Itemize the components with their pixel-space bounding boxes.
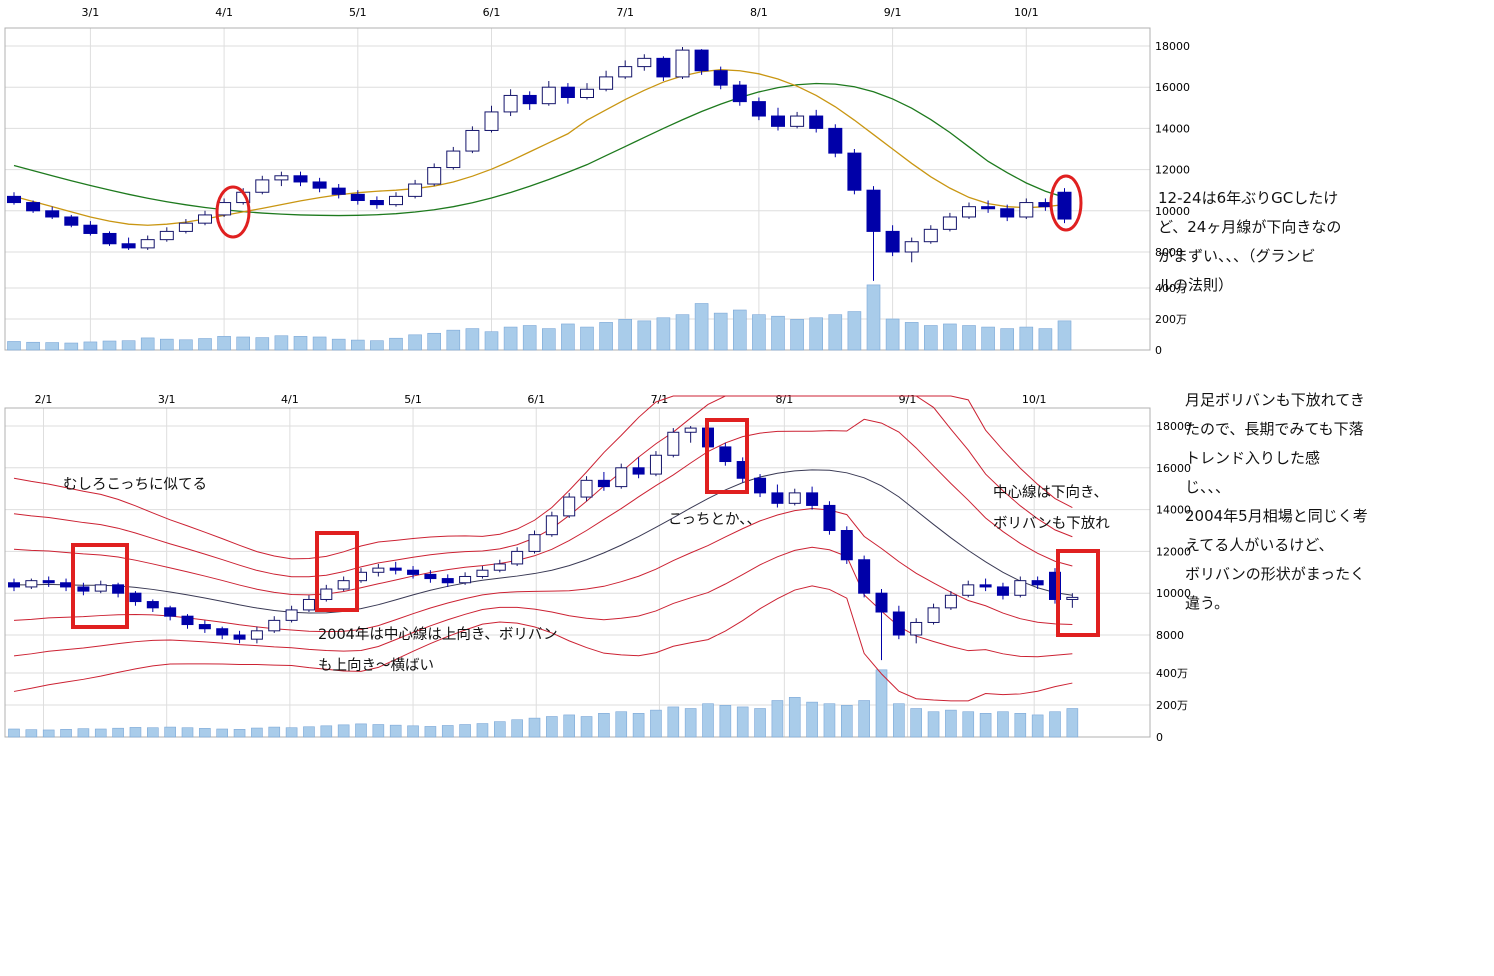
svg-text:16000: 16000 [1156, 462, 1191, 475]
svg-text:14000: 14000 [1155, 122, 1190, 135]
svg-text:14000: 14000 [1156, 504, 1191, 517]
svg-text:9/1: 9/1 [884, 6, 902, 19]
svg-text:200万: 200万 [1156, 699, 1188, 712]
svg-text:8000: 8000 [1156, 629, 1184, 642]
svg-text:9/1: 9/1 [899, 393, 917, 406]
svg-text:3/1: 3/1 [82, 6, 100, 19]
svg-text:6/1: 6/1 [483, 6, 501, 19]
note-top-right: 12-24は6年ぶりGCしたけ ど、24ヶ月線が下向きなの がまずい、、、（グラ… [1158, 189, 1342, 294]
svg-text:18000: 18000 [1155, 40, 1190, 53]
svg-text:10/1: 10/1 [1022, 393, 1047, 406]
chart-annotation: 中心線は下向き、 ボリバンも下放れ [993, 485, 1110, 532]
svg-text:18000: 18000 [1156, 420, 1191, 433]
chart-annotation: 2004年は中心線は上向き、ボリバン も上向き〜横ばい [318, 627, 558, 674]
svg-text:7/1: 7/1 [616, 6, 634, 19]
svg-text:10000: 10000 [1155, 205, 1190, 218]
svg-text:0: 0 [1156, 731, 1163, 744]
note-bottom-right: 月足ボリバンも下放れてき たので、長期でみても下落 トレンド入りした感 じ、、、… [1185, 391, 1368, 612]
svg-text:5/1: 5/1 [404, 393, 422, 406]
svg-text:400万: 400万 [1156, 667, 1188, 680]
svg-text:16000: 16000 [1155, 81, 1190, 94]
svg-text:400万: 400万 [1155, 282, 1187, 295]
svg-text:12000: 12000 [1155, 164, 1190, 177]
svg-text:2/1: 2/1 [35, 393, 53, 406]
svg-text:4/1: 4/1 [215, 6, 233, 19]
svg-text:12000: 12000 [1156, 545, 1191, 558]
svg-text:10000: 10000 [1156, 587, 1191, 600]
svg-text:10/1: 10/1 [1014, 6, 1039, 19]
svg-text:5/1: 5/1 [349, 6, 367, 19]
svg-text:8/1: 8/1 [750, 6, 768, 19]
svg-text:0: 0 [1155, 344, 1162, 357]
svg-text:4/1: 4/1 [281, 393, 299, 406]
svg-text:6/1: 6/1 [527, 393, 545, 406]
svg-text:3/1: 3/1 [158, 393, 176, 406]
svg-text:8000: 8000 [1155, 246, 1183, 259]
chart-annotation: むしろこっちに似てる [63, 477, 207, 493]
chart-annotation: こっちとか、、 [668, 512, 761, 528]
svg-text:8/1: 8/1 [775, 393, 793, 406]
svg-text:200万: 200万 [1155, 313, 1187, 326]
